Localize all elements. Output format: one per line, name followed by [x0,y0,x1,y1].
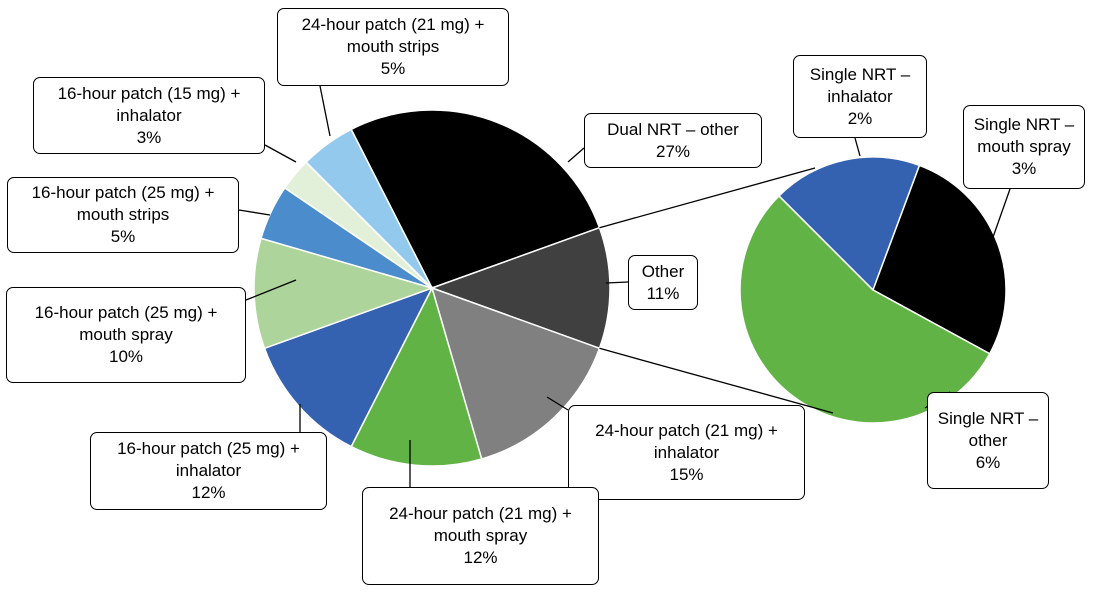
data-label: Single NRT – inhalator 2% [793,55,927,138]
value-text: 2% [847,108,873,128]
data-label: Other 11% [628,255,698,310]
pie-slice [305,128,433,289]
data-label: 16-hour patch (15 mg) + inhalator 3% [33,77,265,154]
value-text: 15% [669,464,704,484]
pie-slice [253,237,435,350]
leader-line [319,85,331,137]
label-text: 16-hour patch (25 mg) + mouth strips [31,183,215,224]
connector-line [599,167,816,229]
data-label: 24-hour patch (21 mg) + inhalator 15% [568,405,805,500]
label-text: Single NRT – inhalator [809,64,911,106]
label-text: Dual NRT – other [607,119,739,139]
data-label: 24-hour patch (21 mg) + mouth spray 12% [362,487,599,585]
value-text: 5% [110,227,136,246]
label-text: Single NRT – other [937,408,1039,450]
value-text: 3% [136,127,162,147]
pie-slice [429,226,611,350]
pie-slice [350,109,601,289]
value-text: 12% [463,548,498,567]
label-text: Other [641,261,685,281]
connector-line [599,347,834,414]
data-label: Dual NRT – other 27% [584,113,762,168]
value-text: 27% [655,141,691,161]
data-label: 16-hour patch (25 mg) + inhalator 12% [90,432,327,510]
label-text: 24-hour patch (21 mg) + mouth spray [389,504,572,545]
value-text: 5% [380,59,406,78]
value-text: 11% [646,283,680,303]
value-text: 3% [1011,159,1037,178]
data-label: Single NRT – mouth spray 3% [963,105,1085,189]
leader-line [567,147,585,163]
leader-line [264,144,297,163]
label-text: 16-hour patch (15 mg) + inhalator [57,83,241,125]
data-label: 16-hour patch (25 mg) + mouth strips 5% [7,177,239,253]
pie-slice [263,286,434,448]
pie-slice [350,285,483,467]
leader-line [245,279,297,301]
data-label: 16-hour patch (25 mg) + mouth spray 10% [6,287,246,383]
label-text: 16-hour patch (25 mg) + inhalator [117,439,300,480]
label-text: 24-hour patch (21 mg) + inhalator [595,420,778,462]
label-text: 24-hour patch (21 mg) + mouth strips [301,15,485,56]
leader-line [238,209,271,216]
value-text: 10% [108,347,144,366]
leader-line [854,137,861,157]
leader-line [605,281,629,284]
pie-slice [872,164,1007,355]
leader-line [546,396,569,411]
label-text: 16-hour patch (25 mg) + mouth spray [34,303,218,344]
data-label: 24-hour patch (21 mg) + mouth strips 5% [277,8,509,86]
label-text: Single NRT – mouth spray [973,115,1075,156]
data-label: Single NRT – other 6% [927,392,1049,489]
pie-slice [430,286,601,460]
leader-line [991,188,1011,241]
value-text: 6% [975,452,1001,472]
value-text: 12% [191,483,226,502]
pie-slice [777,156,921,292]
